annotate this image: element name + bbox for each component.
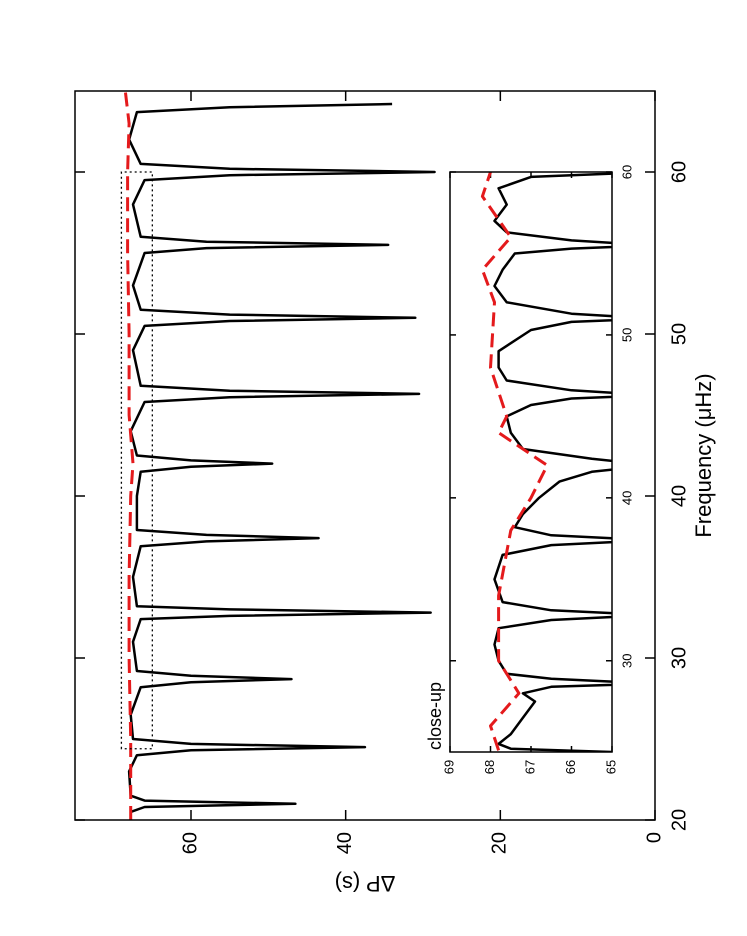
y-tick-label: 67 [522,760,537,774]
y-tick-label: 20 [489,832,511,854]
y-tick-label: 66 [563,760,578,774]
x-tick-label: 60 [620,165,635,179]
y-tick-label: 68 [482,760,497,774]
x-tick-label: 50 [668,323,690,345]
x-tick-label: 30 [668,647,690,669]
y-tick-label: 60 [179,832,201,854]
x-tick-label: 60 [668,161,690,183]
inset-background [450,172,612,752]
x-tick-label: 30 [620,654,635,668]
x-tick-label: 40 [620,491,635,505]
annotation: close-up [425,682,445,750]
x-axis-label: Frequency (μHz) [691,373,716,537]
close-up-region [120,171,153,750]
data-line [480,172,549,751]
plot-area [123,91,436,820]
plot-area [480,172,612,752]
x-tick-label: 40 [668,485,690,507]
plot-frame [74,90,656,821]
y-tick-label: 69 [441,760,456,774]
x-tick-label: 50 [620,328,635,342]
data-line [127,102,436,814]
data-line [493,172,612,752]
plot-frame [449,171,613,753]
y-tick-label: 0 [643,832,665,843]
y-axis-label: ΔP (s) [335,871,396,896]
y-tick-label: 40 [334,832,356,854]
x-tick-label: 20 [668,809,690,831]
y-tick-label: 65 [603,760,618,774]
data-line [123,91,135,820]
